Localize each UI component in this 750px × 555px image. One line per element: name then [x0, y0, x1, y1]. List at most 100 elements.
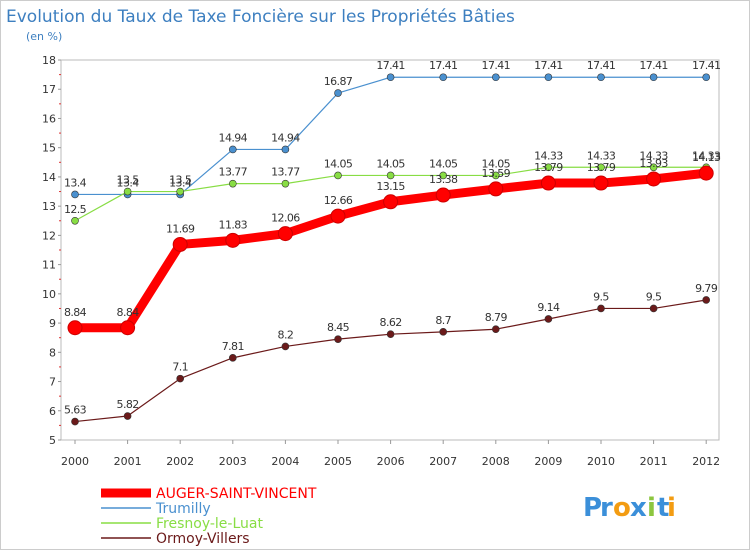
x-tick-label: 2010 — [587, 455, 615, 468]
legend-label: Trumilly — [155, 501, 211, 517]
data-label: 17.41 — [482, 59, 511, 72]
data-point — [435, 187, 451, 203]
data-point — [544, 163, 553, 172]
x-tick-label: 2006 — [377, 455, 405, 468]
data-label: 13.15 — [376, 180, 405, 193]
data-point — [123, 187, 132, 196]
data-point — [281, 145, 290, 154]
data-point — [593, 175, 609, 191]
data-point — [281, 179, 290, 188]
data-label: 14.33 — [534, 149, 563, 162]
data-label: 14.33 — [692, 149, 721, 162]
x-tick-label: 2001 — [114, 455, 142, 468]
x-tick-label: 2012 — [692, 455, 720, 468]
data-label: 8.45 — [327, 321, 350, 334]
y-tick-label: 17 — [42, 83, 56, 96]
data-point — [123, 412, 132, 420]
x-tick-label: 2009 — [534, 455, 562, 468]
data-label: 9.14 — [537, 301, 560, 314]
logo-letter: x — [630, 493, 647, 523]
data-point — [334, 335, 342, 343]
legend: AUGER-SAINT-VINCENTTrumillyFresnoy-le-Lu… — [101, 486, 317, 547]
data-point — [439, 328, 448, 336]
logo-letter: t — [657, 493, 669, 523]
data-label: 17.41 — [692, 59, 721, 72]
data-label: 14.94 — [271, 131, 300, 144]
data-label: 12.5 — [64, 203, 87, 216]
series-fresnoy-le-luat: 12.5 13.5 13.5 13.77 13.77 14.05 14.05 14.05 14.… — [64, 149, 722, 225]
data-point — [229, 145, 237, 154]
data-label: 14.33 — [639, 149, 668, 162]
x-tick-label: 2004 — [271, 455, 299, 468]
data-label: 13.4 — [64, 176, 87, 189]
y-tick-label: 6 — [49, 405, 56, 418]
data-point — [334, 89, 342, 97]
logo-letter: P — [583, 493, 602, 523]
data-label: 17.41 — [429, 59, 458, 72]
data-label: 14.05 — [429, 157, 458, 170]
y-tick-label: 5 — [49, 434, 56, 447]
data-point — [71, 216, 79, 225]
data-point — [439, 171, 448, 180]
y-tick-label: 16 — [42, 112, 56, 125]
data-label: 17.41 — [639, 59, 668, 72]
y-tick-label: 12 — [42, 229, 56, 242]
axes: 5 6 7 8 9 10 11 12 13 14 15 16 17 18 2000 2001 2002 2003 2… — [42, 54, 720, 468]
series-layer: 5.63 5.82 7.1 7.81 8.2 8.45 8.62 8.7 8.79 9.14 9.5… — [64, 59, 722, 426]
logo-letter: i — [647, 493, 656, 523]
data-label: 13.79 — [587, 161, 616, 174]
x-tick-label: 2007 — [429, 455, 457, 468]
y-tick-label: 11 — [42, 259, 56, 272]
x-tick-label: 2005 — [324, 455, 352, 468]
data-label: 13.38 — [429, 173, 458, 186]
data-label: 13.59 — [482, 167, 511, 180]
data-label: 8.7 — [435, 314, 451, 327]
data-point — [330, 208, 346, 224]
data-point — [649, 163, 658, 172]
data-label: 14.05 — [376, 157, 405, 170]
x-tick-label: 2003 — [219, 455, 247, 468]
data-label: 16.87 — [324, 75, 353, 88]
data-point — [67, 320, 83, 336]
data-label: 5.82 — [117, 398, 139, 411]
x-tick-label: 2000 — [61, 455, 89, 468]
data-label: 11.69 — [166, 222, 195, 235]
data-label: 13.4 — [117, 176, 140, 189]
data-point — [439, 73, 448, 82]
legend-label: Fresnoy-le-Luat — [156, 516, 263, 532]
y-tick-label: 15 — [42, 142, 56, 155]
data-point — [544, 73, 553, 82]
data-point — [386, 330, 395, 338]
data-label: 13.77 — [219, 166, 248, 179]
logo-letter: i — [667, 493, 676, 523]
data-point — [71, 190, 79, 199]
data-point — [71, 417, 79, 426]
data-point — [281, 342, 290, 351]
data-label: 14.13 — [692, 151, 721, 164]
y-tick-label: 13 — [42, 200, 56, 213]
data-label: 8.84 — [64, 306, 87, 319]
data-label: 9.5 — [646, 290, 662, 303]
data-point — [702, 296, 711, 304]
data-point — [646, 171, 662, 187]
data-label: 17.41 — [534, 59, 563, 72]
x-tick-label: 2011 — [640, 455, 668, 468]
legend-item: Ormoy-Villers — [101, 531, 250, 547]
legend-item: Fresnoy-le-Luat — [101, 516, 263, 532]
data-label: 5.63 — [64, 404, 87, 417]
data-label: 14.94 — [219, 131, 248, 144]
y-tick-label: 8 — [49, 346, 56, 359]
data-label: 8.79 — [485, 311, 508, 324]
data-label: 9.79 — [695, 282, 718, 295]
series-auger-saint-vincent: 8.84 8.84 11.69 11.83 12.06 12.66 13.15 13.38 13… — [64, 151, 722, 336]
data-point — [540, 175, 556, 191]
data-point — [277, 226, 293, 242]
chart-subtitle: (en %) — [26, 30, 62, 43]
data-point — [649, 73, 658, 82]
y-tick-label: 14 — [42, 171, 56, 184]
legend-label: Ormoy-Villers — [156, 531, 250, 547]
x-tick-label: 2008 — [482, 455, 510, 468]
y-tick-label: 10 — [42, 288, 56, 301]
